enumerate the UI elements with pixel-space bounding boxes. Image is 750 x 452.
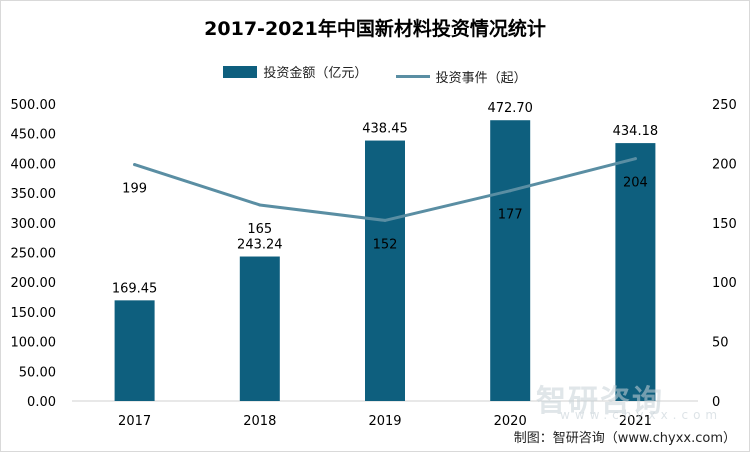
bar xyxy=(239,256,280,401)
line-point xyxy=(633,157,637,161)
bar xyxy=(490,120,531,402)
x-tick-label: 2019 xyxy=(368,414,401,429)
y-left-tick-label: 0.00 xyxy=(27,395,56,410)
y-left-tick-label: 250.00 xyxy=(11,247,57,262)
watermark-url: www.chyxx.com xyxy=(560,408,723,422)
y-right-tick-label: 200 xyxy=(712,157,737,172)
bar xyxy=(365,140,405,401)
line-data-label: 204 xyxy=(623,176,648,191)
bar-data-label: 243.24 xyxy=(237,238,283,253)
legend-line-swatch xyxy=(395,74,430,78)
legend: 投资金额（亿元） 投资事件（起） xyxy=(0,62,750,86)
y-left-tick-label: 500.00 xyxy=(11,98,57,113)
watermark-logo: 智研咨询 xyxy=(536,384,664,419)
source-note: 制图：智研咨询（www.chyxx.com） xyxy=(513,431,736,446)
bar-data-label: 169.45 xyxy=(112,281,158,296)
bar-data-label: 472.70 xyxy=(487,101,533,116)
chart-title: 2017-2021年中国新材料投资情况统计 xyxy=(204,18,546,40)
line-data-label: 152 xyxy=(373,237,398,252)
y-left-tick-label: 50.00 xyxy=(19,365,56,380)
x-tick-label: 2021 xyxy=(619,414,652,429)
y-left-tick-label: 150.00 xyxy=(11,306,57,321)
legend-item-bar: 投资金额（亿元） xyxy=(223,62,367,81)
line-data-label: 165 xyxy=(247,222,272,237)
x-tick-label: 2020 xyxy=(494,414,527,429)
bar xyxy=(114,300,155,401)
line-data-label: 199 xyxy=(122,182,147,197)
bar-data-label: 434.18 xyxy=(613,124,659,139)
y-right-tick-label: 100 xyxy=(712,276,737,291)
x-tick-label: 2018 xyxy=(243,414,276,429)
line-point xyxy=(133,163,137,167)
y-right-tick-label: 250 xyxy=(712,98,737,113)
bar xyxy=(615,143,656,401)
legend-line-label: 投资事件（起） xyxy=(435,70,527,86)
y-right-tick-label: 0 xyxy=(712,395,720,410)
bar-data-label: 438.45 xyxy=(362,122,408,137)
y-right-tick-label: 150 xyxy=(712,217,737,232)
legend-bar-swatch xyxy=(223,65,258,78)
y-left-tick-label: 400.00 xyxy=(11,157,57,172)
legend-bar-label: 投资金额（亿元） xyxy=(263,66,368,81)
legend-item-line: 投资事件（起） xyxy=(395,67,527,86)
y-left-tick-label: 350.00 xyxy=(11,187,57,202)
y-left-tick-label: 450.00 xyxy=(11,128,57,143)
line-point xyxy=(508,189,512,193)
line-point xyxy=(383,218,387,222)
y-right-tick-label: 50 xyxy=(712,336,729,351)
y-left-tick-label: 300.00 xyxy=(11,217,57,232)
y-left-tick-label: 100.00 xyxy=(11,336,57,351)
line-data-label: 177 xyxy=(498,208,523,223)
x-tick-label: 2017 xyxy=(118,414,151,429)
line-point xyxy=(258,203,262,207)
y-left-tick-label: 200.00 xyxy=(11,276,57,291)
